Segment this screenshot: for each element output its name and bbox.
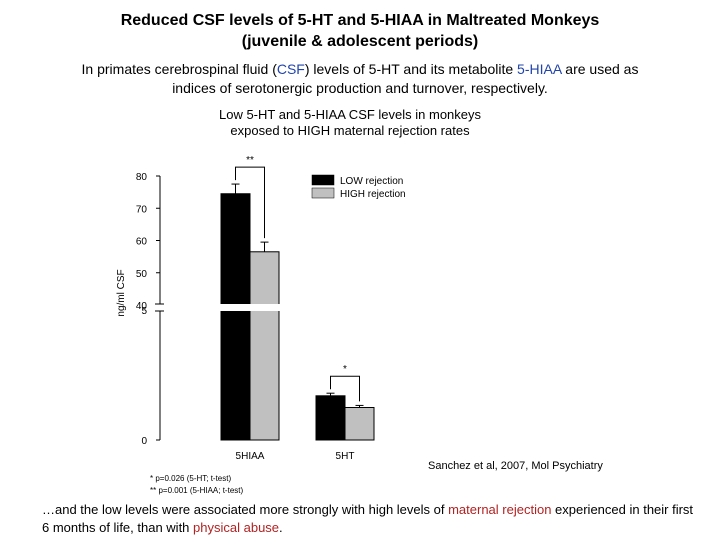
slide-title: Reduced CSF levels of 5-HT and 5-HIAA in… xyxy=(0,10,720,52)
significance-bracket xyxy=(235,166,265,239)
footer-part-3: . xyxy=(279,520,283,535)
title-line-2: (juvenile & adolescent periods) xyxy=(241,33,479,50)
intro-csf-term: CSF xyxy=(276,61,305,77)
significance-label: ** xyxy=(246,155,254,166)
intro-part-3: are used as indices of serotonergic prod… xyxy=(172,61,639,96)
bar-5hiaa-low xyxy=(220,193,251,441)
chart-title-line-2: exposed to HIGH maternal rejection rates xyxy=(230,123,470,138)
bar-5ht-low xyxy=(315,395,346,441)
legend-swatch-low xyxy=(311,174,335,186)
intro-part-1: In primates cerebrospinal fluid ( xyxy=(81,61,277,77)
legend-label-high: HIGH rejection xyxy=(340,189,406,200)
bar-5ht-high xyxy=(344,407,375,441)
axis-break-gap xyxy=(154,304,414,311)
note-5hiaa: ** p=0.001 (5-HIAA; t-test) xyxy=(150,486,244,495)
y-tick-label: 0 xyxy=(141,436,147,447)
y-tick-label: 70 xyxy=(136,204,148,215)
footer-physical-abuse: physical abuse xyxy=(193,520,280,535)
y-axis-label: ng/ml CSF xyxy=(116,269,127,316)
y-tick-label: 80 xyxy=(136,172,148,183)
x-category-label: 5HT xyxy=(336,451,355,462)
x-category-label: 5HIAA xyxy=(236,451,265,462)
bar-5hiaa-high xyxy=(249,251,280,441)
intro-part-2: ) levels of 5-HT and its metabolite xyxy=(304,61,518,77)
chart-title: Low 5-HT and 5-HIAA CSF levels in monkey… xyxy=(150,107,550,139)
y-tick-label: 40 xyxy=(136,301,148,312)
y-tick-label: 5 xyxy=(141,306,147,317)
intro-hiaa-term: 5-HIAA xyxy=(517,61,562,77)
y-tick-label: 50 xyxy=(136,269,148,280)
title-line-1: Reduced CSF levels of 5-HT and 5-HIAA in… xyxy=(120,12,600,29)
legend-label-low: LOW rejection xyxy=(340,176,403,187)
footer-text: …and the low levels were associated more… xyxy=(42,501,702,537)
intro-text: In primates cerebrospinal fluid (CSF) le… xyxy=(60,60,660,98)
citation: Sanchez et al, 2007, Mol Psychiatry xyxy=(428,460,603,472)
legend-swatch-high xyxy=(311,187,335,199)
note-5ht: * p=0.026 (5-HT; t-test) xyxy=(150,474,232,483)
footer-part-1: …and the low levels were associated more… xyxy=(42,502,449,517)
footer-part-2: experienced in their first 6 months of l… xyxy=(42,502,694,535)
significance-bracket xyxy=(330,375,360,402)
y-tick-label: 60 xyxy=(136,237,148,248)
footer-maternal-rejection: maternal rejection xyxy=(448,502,552,517)
significance-notes: * p=0.026 (5-HT; t-test) ** p=0.001 (5-H… xyxy=(150,473,243,497)
chart-title-line-1: Low 5-HT and 5-HIAA CSF levels in monkey… xyxy=(218,107,482,122)
significance-label: * xyxy=(343,364,347,375)
